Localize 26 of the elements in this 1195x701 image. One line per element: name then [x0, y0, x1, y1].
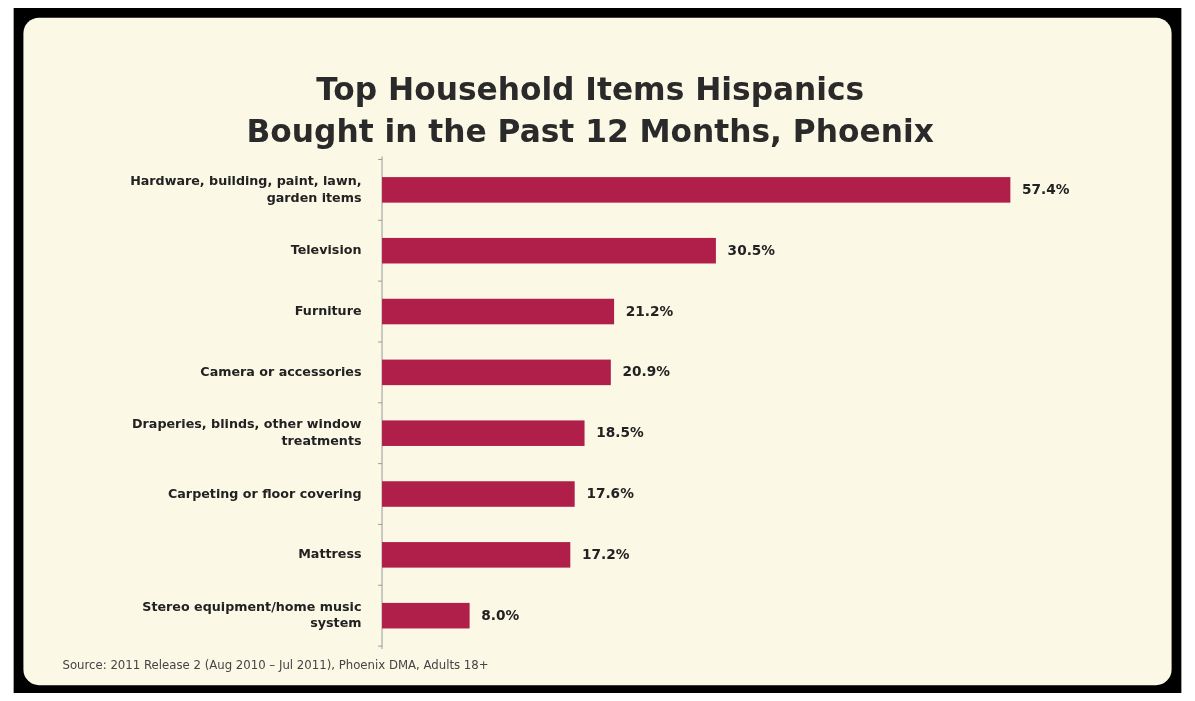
data-label: 8.0% — [481, 606, 520, 623]
bar — [382, 237, 716, 264]
y-tick-label: Carpeting or floor covering — [168, 485, 362, 501]
y-tick-label: Television — [290, 242, 362, 258]
bar — [382, 420, 585, 446]
y-tick-label: Mattress — [298, 546, 362, 562]
bar — [382, 359, 611, 386]
y-tick-label: Furniture — [294, 303, 362, 319]
source-note: Source: 2011 Release 2 (Aug 2010 – Jul 2011), Phoenix DMA, Adults 18+ — [62, 657, 489, 672]
bar — [382, 298, 615, 325]
data-label: 17.2% — [582, 545, 630, 562]
bar — [382, 481, 575, 507]
y-tick-label: Stereo equipment/home music system — [142, 598, 362, 631]
data-label: 30.5% — [727, 241, 776, 258]
bar — [382, 542, 571, 568]
y-tick-label: Camera or accessories — [200, 363, 362, 379]
data-label: 21.2% — [625, 302, 674, 319]
y-tick-label: Draperies, blinds, other window treatments — [132, 416, 362, 448]
y-tick-label: Hardware, building, paint, lawn, garden items — [130, 173, 362, 205]
data-label: 20.9% — [622, 363, 671, 380]
bar — [382, 602, 470, 629]
data-label: 17.6% — [586, 485, 635, 502]
data-label: 57.4% — [1022, 180, 1070, 197]
data-label: 18.5% — [596, 424, 644, 441]
bar — [382, 177, 1011, 203]
chart-title: Top Household Items Hispanics Bought in the Past 12 Months, Phoenix — [246, 70, 934, 149]
